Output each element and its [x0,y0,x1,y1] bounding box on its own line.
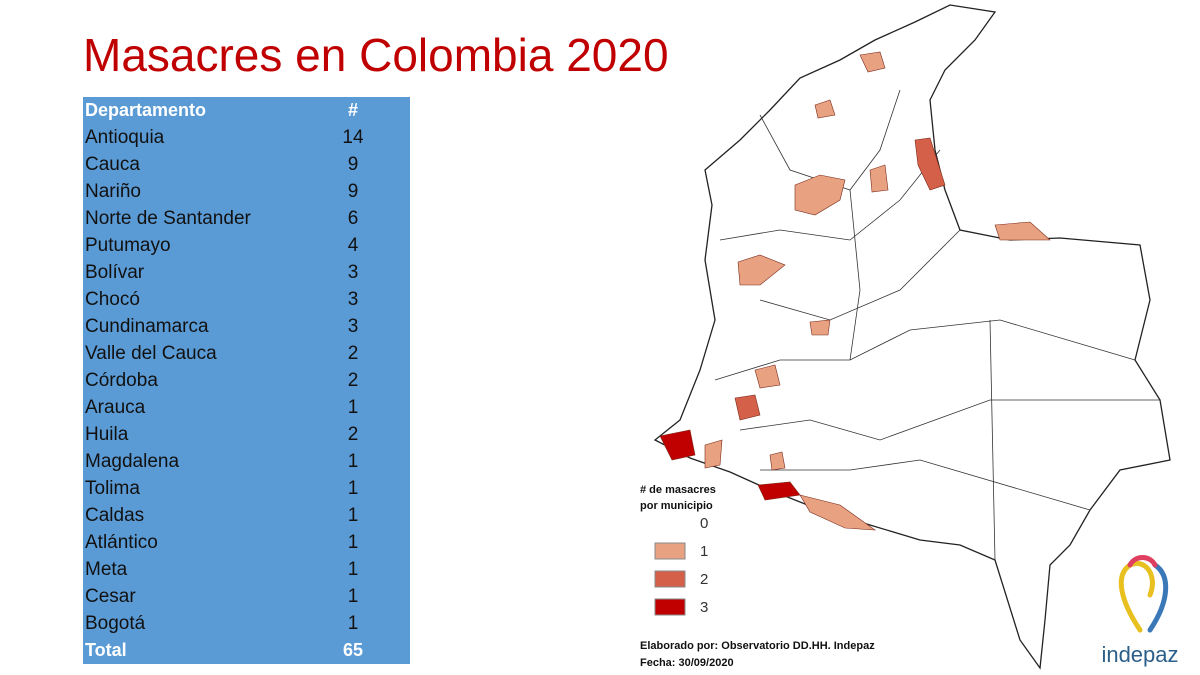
municipality-patches [659,51,1051,531]
count-cell: 2 [347,370,359,391]
legend-swatch [655,515,685,531]
total-row: Total 65 [83,637,410,664]
count-cell: 3 [347,289,359,310]
department-cell: Meta [85,559,128,580]
count-cell: 1 [347,559,359,580]
body-row: Atlántico 1 [83,529,410,556]
count-cell: 1 [347,505,359,526]
count-cell: 9 [347,154,359,175]
count-cell: 3 [347,316,359,337]
department-cell: Magdalena [85,451,180,472]
legend-label: 2 [700,571,708,588]
count-cell: # [347,100,358,120]
body-row: Córdoba 2 [83,367,410,394]
department-cell: Córdoba [85,370,158,391]
count-cell: 1 [347,613,359,634]
count-cell: 2 [347,424,359,445]
count-cell: 3 [347,262,359,283]
department-cell: Caldas [85,505,145,526]
department-cell: Huila [85,424,129,445]
count-cell: 1 [347,397,359,418]
body-row: Valle del Cauca 2 [83,340,410,367]
colombia-outline [653,4,1171,670]
body-row: Antioquia 14 [83,124,410,151]
department-cell: Cesar [85,586,136,607]
body-row: Bogotá 1 [83,610,410,637]
body-row: Putumayo 4 [83,232,410,259]
department-cell: Arauca [85,397,146,418]
department-cell: Total [85,640,127,660]
head-row: Departamento # [83,97,410,124]
count-cell: 65 [342,640,364,660]
department-cell: Valle del Cauca [85,343,217,364]
body-row: Arauca 1 [83,394,410,421]
count-cell: 1 [347,586,359,607]
body-row: Huila 2 [83,421,410,448]
department-cell: Norte de Santander [85,208,251,229]
body-row: Norte de Santander 6 [83,205,410,232]
body-row: Nariño 9 [83,178,410,205]
department-cell: Cundinamarca [85,316,209,337]
slide-title: Masacres en Colombia 2020 [83,29,669,81]
body-row: Cauca 9 [83,151,410,178]
department-cell: Bogotá [85,613,146,634]
department-cell: Antioquia [85,127,165,148]
logo-text: indepaz [1101,642,1178,667]
count-cell: 1 [347,532,359,553]
massacre-table: Departamento # Antioquia 14 Cauca 9 Nariño 9 Nor… [83,97,410,664]
department-cell: Atlántico [85,532,158,553]
legend-swatch [654,542,686,560]
body-row: Bolívar 3 [83,259,410,286]
legend-title: # de masacres por municipio [640,484,716,512]
count-cell: 6 [347,208,359,229]
department-cell: Putumayo [85,235,171,256]
legend-label: 1 [700,543,708,560]
body-row: Cesar 1 [83,583,410,610]
credit-author: Elaborado por: Observatorio DD.HH. Indep… [640,640,875,652]
department-cell: Departamento [85,100,207,120]
credit-date: Fecha: 30/09/2020 [640,657,734,669]
department-borders [714,89,1160,561]
department-cell: Tolima [85,478,140,499]
department-cell: Nariño [85,181,141,202]
count-cell: 14 [342,127,364,148]
department-cell: Chocó [85,289,140,310]
legend-swatch [654,598,686,616]
legend-label: 0 [700,515,708,532]
department-cell: Bolívar [85,262,145,283]
count-cell: 2 [347,343,359,364]
legend-label: 3 [700,599,708,616]
body-row: Chocó 3 [83,286,410,313]
legend-swatch [654,570,686,588]
count-cell: 1 [347,451,359,472]
body-row: Tolima 1 [83,475,410,502]
count-cell: 4 [347,235,359,256]
count-cell: 9 [347,181,359,202]
body-row: Caldas 1 [83,502,410,529]
body-row: Cundinamarca 3 [83,313,410,340]
logo-ribbon [1118,555,1169,633]
body-row: Magdalena 1 [83,448,410,475]
count-cell: 1 [347,478,359,499]
body-row: Meta 1 [83,556,410,583]
department-cell: Cauca [85,154,140,175]
